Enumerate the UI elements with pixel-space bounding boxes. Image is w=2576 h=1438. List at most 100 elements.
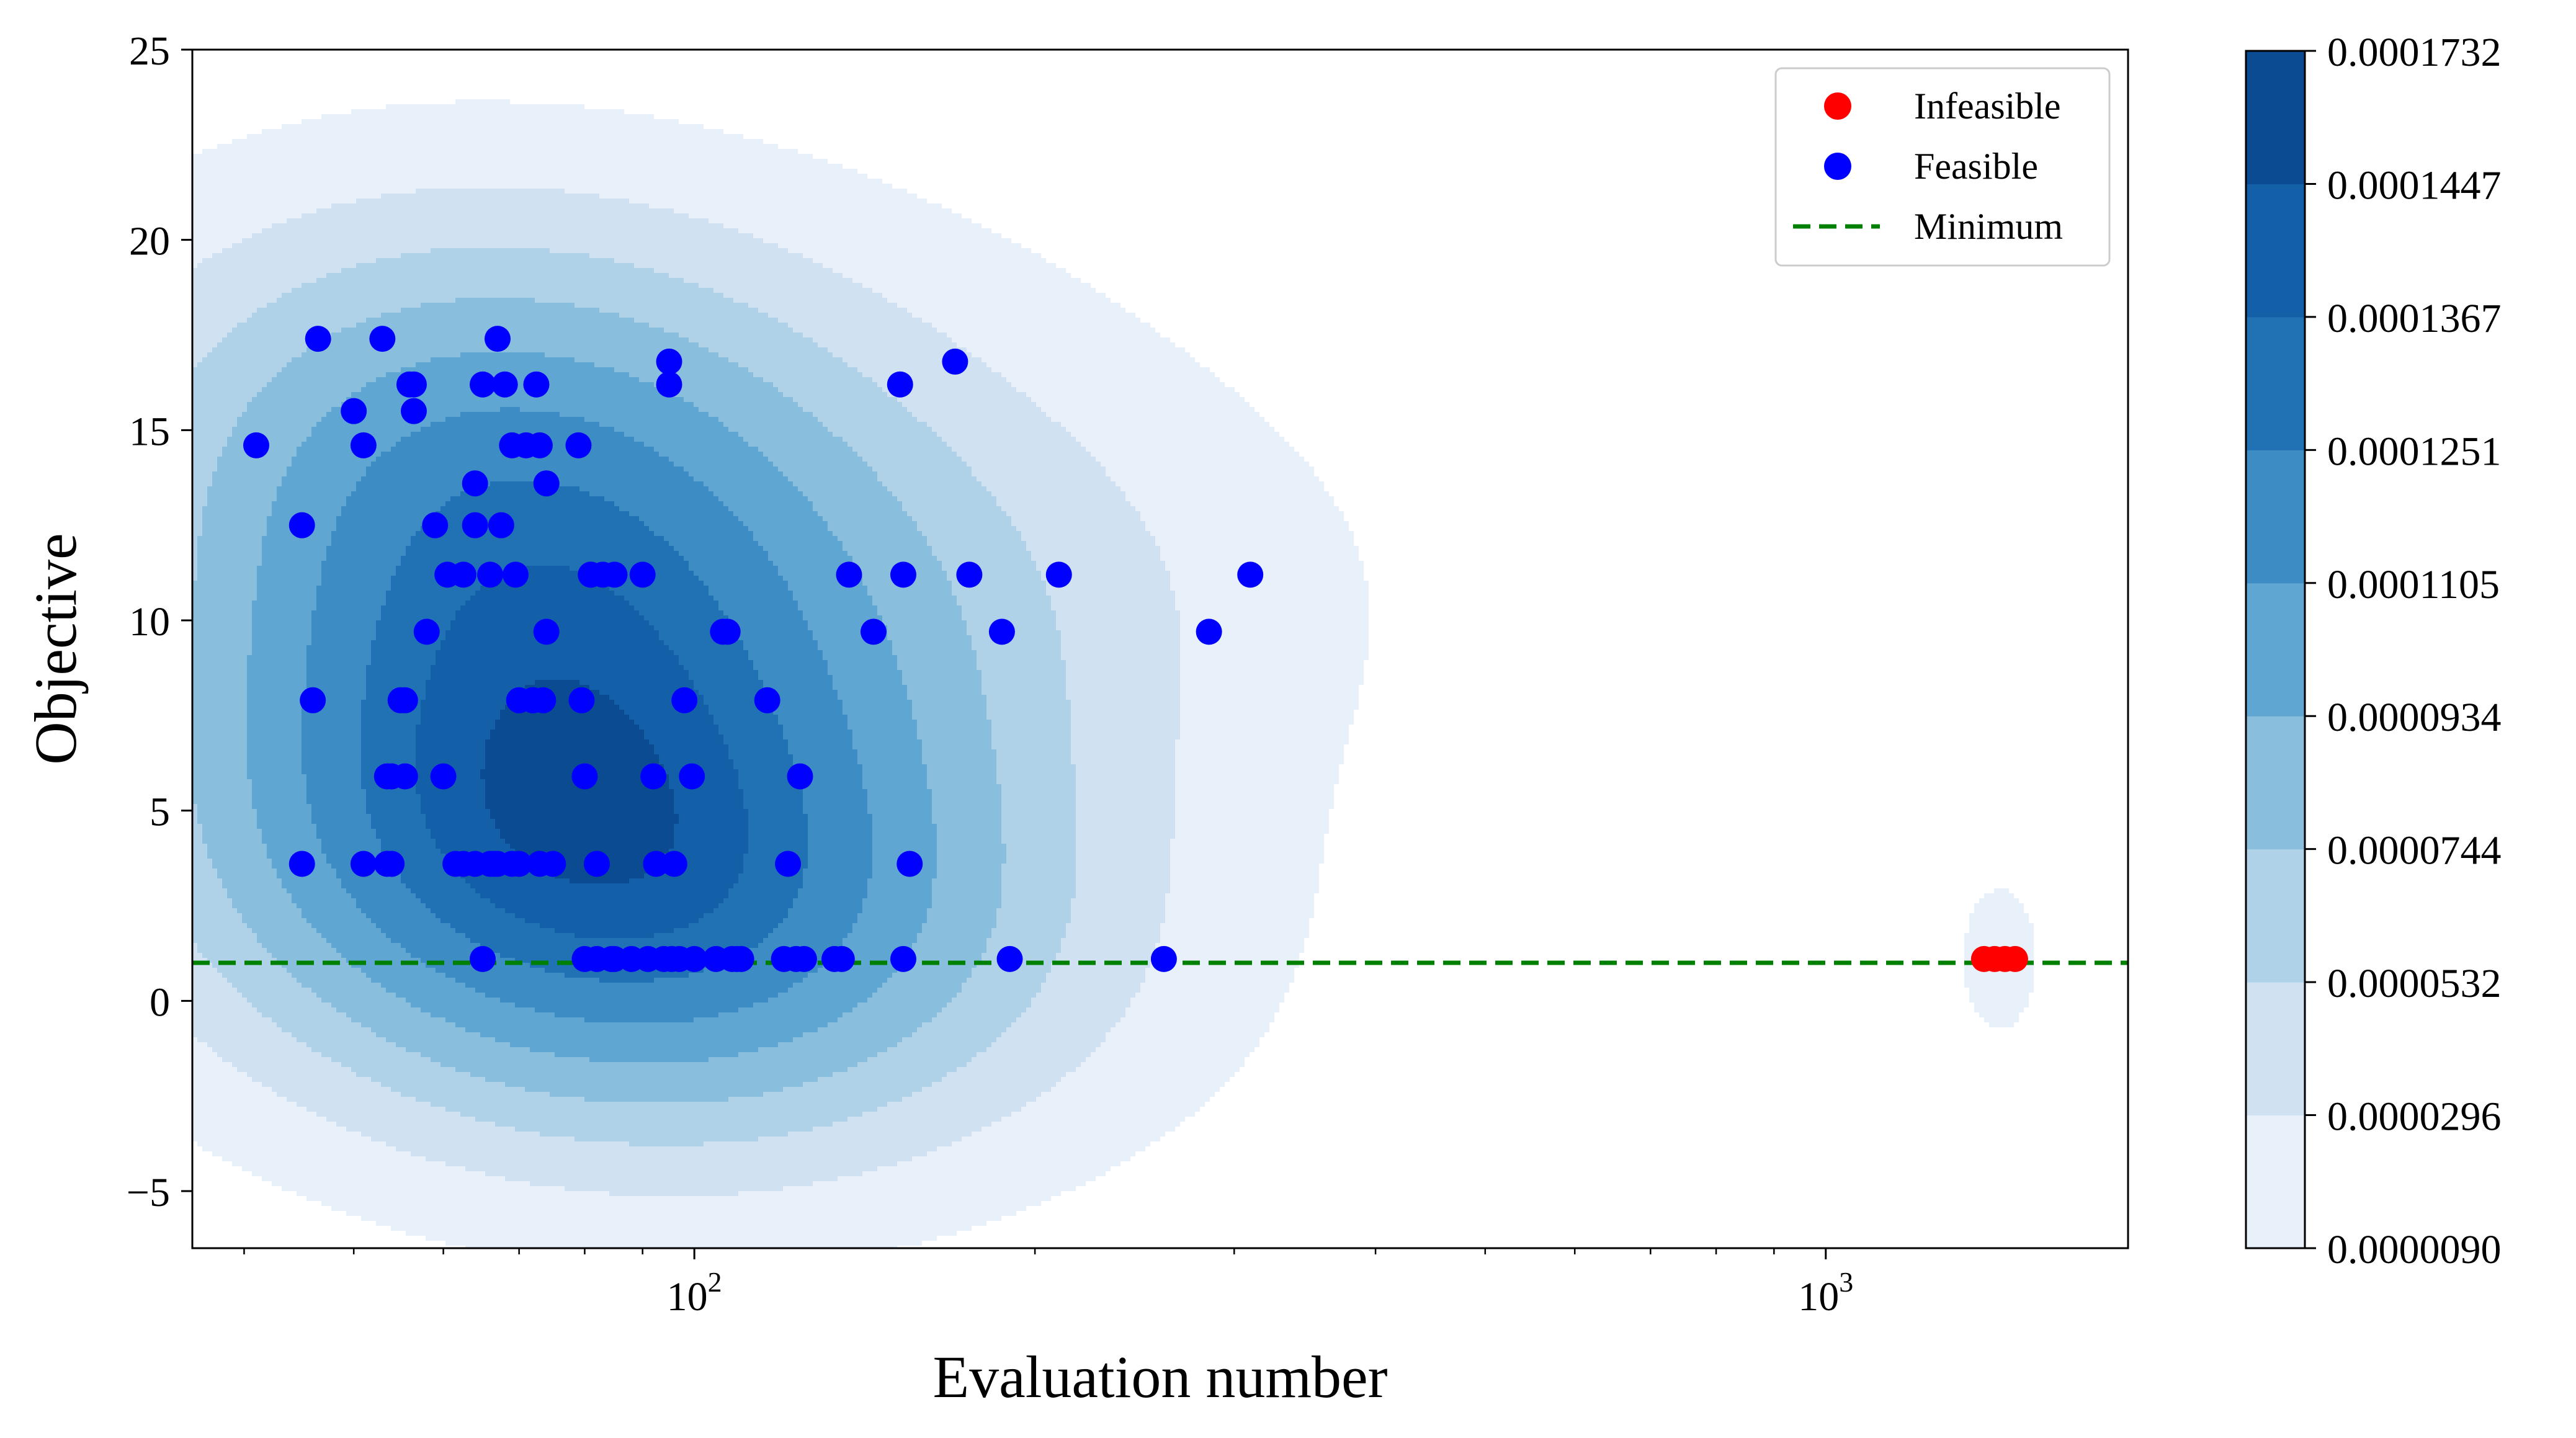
- feasible-point: [469, 945, 496, 972]
- colorbar-tick-label: 0.0000744: [2327, 828, 2502, 873]
- y-tick-label: 15: [129, 409, 170, 454]
- legend-marker: [1824, 92, 1851, 120]
- colorbar-tick-label: 0.0000532: [2327, 961, 2502, 1006]
- colorbar-band: [2246, 51, 2305, 184]
- y-tick-label: 5: [150, 790, 170, 835]
- colorbar-tick-label: 0.0000090: [2327, 1227, 2502, 1272]
- feasible-point: [887, 371, 913, 398]
- feasible-point: [243, 432, 270, 458]
- y-tick-label: 10: [129, 599, 170, 645]
- legend-label: Feasible: [1914, 146, 2038, 187]
- feasible-point: [942, 348, 968, 375]
- feasible-point: [400, 398, 427, 424]
- feasible-point: [890, 561, 916, 588]
- feasible-point: [643, 851, 669, 877]
- legend-label: Minimum: [1914, 206, 2063, 247]
- feasible-point: [430, 763, 457, 790]
- y-tick-label: 0: [150, 980, 170, 1025]
- feasible-point: [988, 619, 1015, 645]
- colorbar-band: [2246, 982, 2305, 1116]
- feasible-point: [413, 619, 440, 645]
- feasible-point: [629, 561, 656, 588]
- legend-marker: [1824, 153, 1851, 180]
- feasible-point: [462, 512, 488, 538]
- colorbar-tick-label: 0.0000296: [2327, 1094, 2502, 1140]
- feasible-point: [391, 763, 418, 790]
- colorbar-band: [2246, 184, 2305, 318]
- infeasible-point: [2001, 945, 2028, 972]
- colorbar-band: [2246, 583, 2305, 717]
- feasible-point: [378, 851, 405, 877]
- colorbar-frame: [2245, 50, 2306, 1249]
- y-tick-label: 20: [129, 219, 170, 264]
- y-axis-label: Objective: [22, 533, 89, 764]
- feasible-point: [571, 763, 598, 790]
- feasible-point: [828, 945, 855, 972]
- feasible-point: [400, 371, 427, 398]
- feasible-point: [601, 561, 628, 588]
- feasible-point: [671, 687, 698, 713]
- feasible-point: [775, 851, 802, 877]
- colorbar-tick-label: 0.0001367: [2327, 296, 2502, 341]
- feasible-point: [341, 398, 367, 424]
- colorbar-band: [2246, 1115, 2305, 1249]
- plot-frame: [191, 48, 2129, 1249]
- colorbar-tick-label: 0.0001732: [2327, 30, 2502, 75]
- colorbar-band: [2246, 316, 2305, 450]
- feasible-point: [540, 851, 566, 877]
- x-tick-label: 103: [1798, 1266, 1853, 1320]
- feasible-point: [656, 371, 682, 398]
- y-tick-label: −5: [127, 1170, 170, 1215]
- feasible-point: [661, 851, 687, 877]
- feasible-point: [488, 512, 514, 538]
- feasible-point: [1237, 561, 1264, 588]
- feasible-point: [890, 945, 916, 972]
- feasible-point: [506, 851, 532, 877]
- x-axis-label: Evaluation number: [932, 1344, 1387, 1410]
- feasible-point: [391, 687, 418, 713]
- colorbar-band: [2246, 849, 2305, 983]
- legend: Infeasible Feasible Minimum: [1774, 67, 2111, 267]
- legend-label: Infeasible: [1914, 86, 2061, 127]
- feasible-point: [288, 851, 315, 877]
- feasible-point: [787, 763, 813, 790]
- feasible-point: [350, 851, 377, 877]
- feasible-point: [790, 945, 817, 972]
- feasible-point: [533, 619, 560, 645]
- feasible-point: [450, 561, 476, 588]
- feasible-point: [640, 763, 667, 790]
- feasible-point: [484, 326, 511, 352]
- feasible-point: [526, 432, 553, 458]
- feasible-point: [754, 687, 780, 713]
- feasible-point: [583, 851, 610, 877]
- feasible-point: [1196, 619, 1222, 645]
- x-tick-label: 102: [667, 1266, 722, 1320]
- colorbar-band: [2246, 450, 2305, 584]
- y-tick-label: 25: [129, 29, 170, 74]
- feasible-point: [477, 561, 504, 588]
- feasible-point: [565, 432, 592, 458]
- feasible-point: [728, 945, 754, 972]
- feasible-point: [300, 687, 326, 713]
- feasible-point: [836, 561, 862, 588]
- legend-box: [1774, 67, 2111, 267]
- feasible-point: [469, 371, 496, 398]
- feasible-point: [502, 561, 529, 588]
- colorbar: 0.0000090 0.0000296 0.0000532 0.0000744 0.00…: [2245, 30, 2502, 1272]
- feasible-point: [462, 470, 488, 497]
- feasible-point: [568, 687, 595, 713]
- feasible-point: [523, 371, 550, 398]
- feasible-point: [681, 945, 708, 972]
- feasible-point: [679, 763, 705, 790]
- feasible-point: [1150, 945, 1177, 972]
- feasible-point: [350, 432, 377, 458]
- feasible-point: [1045, 561, 1072, 588]
- feasible-point: [422, 512, 449, 538]
- feasible-point: [305, 326, 331, 352]
- feasible-point: [714, 619, 741, 645]
- feasible-point: [860, 619, 887, 645]
- feasible-point: [369, 326, 396, 352]
- feasible-point: [897, 851, 923, 877]
- feasible-point: [533, 470, 560, 497]
